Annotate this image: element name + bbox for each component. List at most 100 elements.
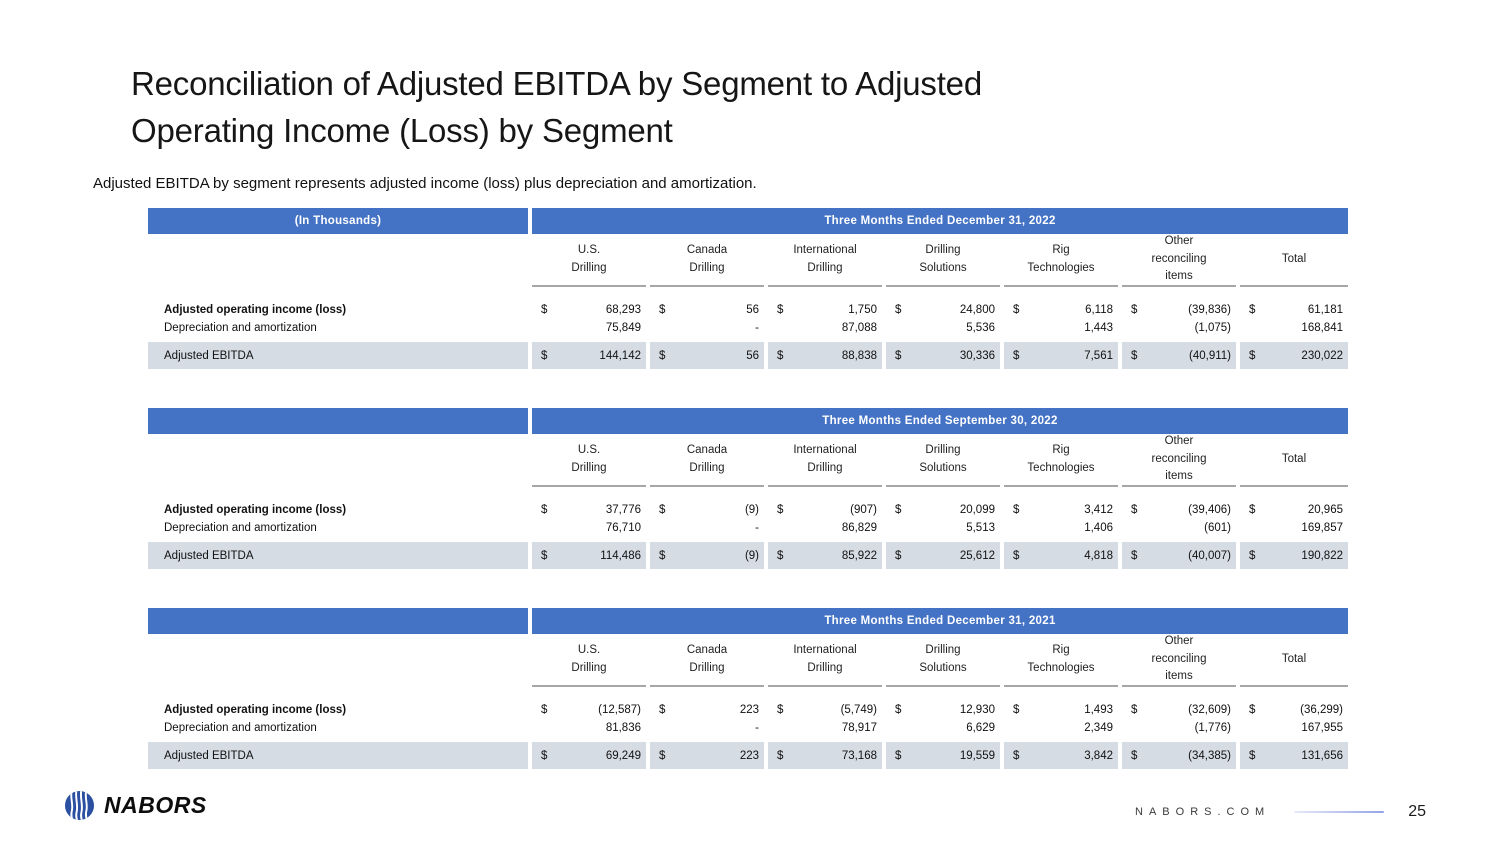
cell-value: 85,922 xyxy=(841,549,877,562)
column-header: Total xyxy=(1240,434,1348,487)
column-header: Canada Drilling xyxy=(650,234,764,287)
column-header: International Drilling xyxy=(768,234,882,287)
cell-value: 230,022 xyxy=(1301,349,1343,362)
table-cell: 1,443 xyxy=(1004,319,1118,337)
table-cell: $24,800 xyxy=(886,301,1000,319)
table-cell: $3,842 xyxy=(1004,742,1118,769)
cell-value: 61,181 xyxy=(1307,304,1343,316)
cell-value: (12,587) xyxy=(598,704,641,716)
table-cell: $223 xyxy=(650,701,764,719)
cell-value: 1,443 xyxy=(1084,322,1113,334)
table-cell: (1,075) xyxy=(1122,319,1236,337)
table-cell: 1,406 xyxy=(1004,519,1118,537)
currency-symbol: $ xyxy=(541,349,548,362)
cell-value: 88,838 xyxy=(841,349,877,362)
currency-symbol: $ xyxy=(541,704,548,716)
row-label: Depreciation and amortization xyxy=(164,722,317,734)
column-header: International Drilling xyxy=(768,434,882,487)
table-cell: 168,841 xyxy=(1240,319,1348,337)
cell-value: 144,142 xyxy=(599,349,641,362)
financial-table: Three Months Ended September 30, 2022 U.S… xyxy=(148,408,1348,569)
column-header: Rig Technologies xyxy=(1004,634,1118,687)
cell-value: - xyxy=(755,322,759,334)
table-cell: $20,965 xyxy=(1240,501,1348,519)
table-cell: $1,750 xyxy=(768,301,882,319)
page-subtitle: Adjusted EBITDA by segment represents ad… xyxy=(93,175,757,192)
column-header: International Drilling xyxy=(768,634,882,687)
table-corner-label xyxy=(148,408,528,434)
currency-symbol: $ xyxy=(1131,349,1138,362)
cell-value: 167,955 xyxy=(1301,722,1343,734)
column-header: Drilling Solutions xyxy=(886,434,1000,487)
currency-symbol: $ xyxy=(777,749,784,762)
currency-symbol: $ xyxy=(1249,704,1256,716)
cell-value: 1,406 xyxy=(1084,522,1113,534)
currency-symbol: $ xyxy=(777,349,784,362)
table-cell: 167,955 xyxy=(1240,719,1348,737)
table-cell: $20,099 xyxy=(886,501,1000,519)
header-gap xyxy=(148,487,1348,501)
table-cell: $88,838 xyxy=(768,342,882,369)
cell-value: 73,168 xyxy=(841,749,877,762)
table-cell: $56 xyxy=(650,342,764,369)
table-cell: 87,088 xyxy=(768,319,882,337)
cell-value: 5,513 xyxy=(966,522,995,534)
cell-value: (36,299) xyxy=(1300,704,1343,716)
table-cell: $73,168 xyxy=(768,742,882,769)
footer-right: NABORS.COM 25 xyxy=(1135,800,1426,824)
cell-value: 20,965 xyxy=(1307,504,1343,516)
cell-value: 56 xyxy=(746,304,759,316)
cell-value: 169,857 xyxy=(1301,522,1343,534)
cell-value: 1,493 xyxy=(1084,704,1113,716)
cell-value: 69,249 xyxy=(605,749,641,762)
table-cell: 5,513 xyxy=(886,519,1000,537)
cell-value: (907) xyxy=(850,504,877,516)
header-gap xyxy=(148,687,1348,701)
currency-symbol: $ xyxy=(895,704,902,716)
table-cell: $131,656 xyxy=(1240,742,1348,769)
column-header: U.S. Drilling xyxy=(532,434,646,487)
currency-symbol: $ xyxy=(541,549,548,562)
table-cell: $ (5,749) xyxy=(768,701,882,719)
row-label: Adjusted operating income (loss) xyxy=(164,304,347,316)
currency-symbol: $ xyxy=(1249,749,1256,762)
column-header: U.S. Drilling xyxy=(532,634,646,687)
cell-value: 75,849 xyxy=(605,322,641,334)
column-header: Total xyxy=(1240,634,1348,687)
cell-value: (1,075) xyxy=(1194,322,1231,334)
cell-value: 3,412 xyxy=(1084,504,1113,516)
cell-value: 19,559 xyxy=(959,749,995,762)
table-cell: $223 xyxy=(650,742,764,769)
table-cell: 78,917 xyxy=(768,719,882,737)
table-grid: (In Thousands) Three Months Ended Decembe… xyxy=(148,208,1348,369)
table-cell: 5,536 xyxy=(886,319,1000,337)
table-grid: Three Months Ended September 30, 2022 U.S… xyxy=(148,408,1348,569)
table-cell: 75,849 xyxy=(532,319,646,337)
table-cell: 2,349 xyxy=(1004,719,1118,737)
column-header: Canada Drilling xyxy=(650,434,764,487)
table-cell: - xyxy=(650,719,764,737)
cell-value: (601) xyxy=(1204,522,1231,534)
table-cell: - xyxy=(650,319,764,337)
currency-symbol: $ xyxy=(1131,504,1138,516)
table-corner-label: (In Thousands) xyxy=(148,208,528,234)
currency-symbol: $ xyxy=(659,349,666,362)
column-header: Other reconciling items xyxy=(1122,634,1236,687)
row-label: Adjusted EBITDA xyxy=(148,342,528,369)
cell-value: 3,842 xyxy=(1084,749,1113,762)
table-cell: $3,412 xyxy=(1004,501,1118,519)
cell-value: 25,612 xyxy=(959,549,995,562)
currency-symbol: $ xyxy=(659,504,666,516)
cell-value: 20,099 xyxy=(959,504,995,516)
table-cell: $190,822 xyxy=(1240,542,1348,569)
row-label: Adjusted EBITDA xyxy=(148,542,528,569)
currency-symbol: $ xyxy=(777,704,784,716)
currency-symbol: $ xyxy=(777,304,784,316)
cell-value: 190,822 xyxy=(1301,549,1343,562)
header-gap xyxy=(148,287,1348,301)
table-cell: $ (40,911) xyxy=(1122,342,1236,369)
currency-symbol: $ xyxy=(1013,549,1020,562)
cell-value: 4,818 xyxy=(1084,549,1113,562)
cell-value: 30,336 xyxy=(959,349,995,362)
cell-value: 81,836 xyxy=(605,722,641,734)
